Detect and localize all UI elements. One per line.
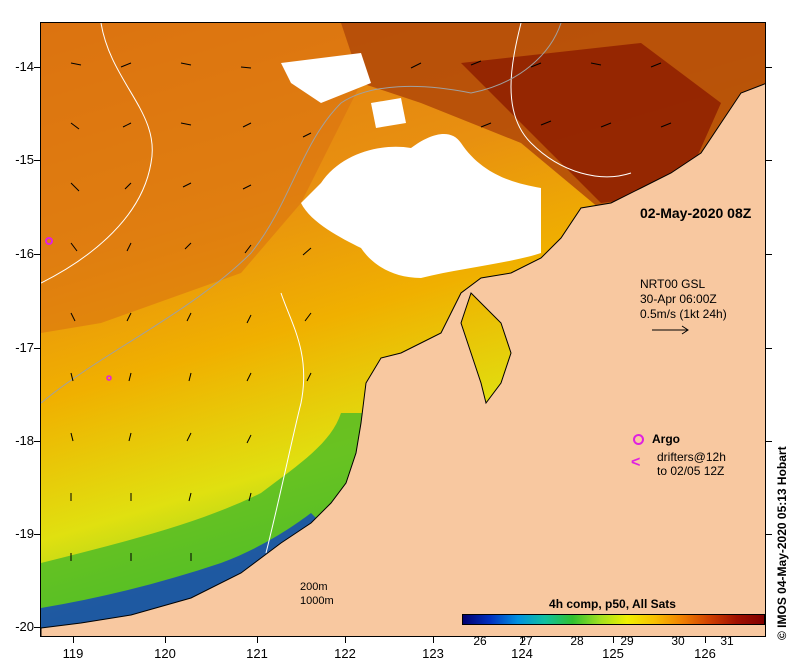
y-tickmark [34, 348, 40, 349]
colorbar-tick-label: 28 [570, 634, 584, 648]
y-tickmark [34, 254, 40, 255]
y-tickmark-right [766, 534, 772, 535]
y-tickmark-right [766, 441, 772, 442]
depth-contour-200m [265, 292, 305, 554]
depth-contour-200m [41, 23, 153, 284]
y-tick-label: -18 [15, 433, 34, 448]
y-tickmark-right [766, 67, 772, 68]
vector-legend-scale: 0.5m/s (1kt 24h) [640, 307, 727, 321]
colorbar-tick-label: 27 [519, 634, 533, 648]
x-tickmark [73, 637, 74, 643]
cloud-mask [301, 133, 541, 278]
coldest-water-region [41, 513, 321, 628]
x-tick-label: 119 [62, 646, 84, 661]
depth-contour-legend: 200m 1000m [300, 580, 334, 608]
vector-legend-model: NRT00 GSL [640, 277, 706, 291]
vector-legend-time: 30-Apr 06:00Z [640, 292, 717, 306]
x-tickmark [433, 637, 434, 643]
vector-scale-arrow-icon [652, 325, 689, 335]
depth-contour-1000m [41, 85, 472, 404]
y-tickmark [34, 67, 40, 68]
x-tick-label: 123 [422, 646, 444, 661]
argo-legend-label: Argo [652, 432, 680, 446]
warmest-water-region [461, 43, 721, 203]
y-tickmark-right [766, 254, 772, 255]
x-tickmark [257, 637, 258, 643]
cloud-mask-small [371, 98, 406, 128]
x-tickmark [165, 637, 166, 643]
y-tick-label: -15 [15, 152, 34, 167]
colorbar-tick-label: 31 [720, 634, 734, 648]
imos-credit: © IMOS 04-May-2020 05:13 Hobart [775, 446, 789, 640]
y-tick-label: -14 [15, 59, 34, 74]
drifter-legend: < drifters@12h to 02/05 12Z [631, 450, 726, 478]
y-tickmark [34, 627, 40, 628]
observation-time-label: 02-May-2020 08Z [640, 205, 752, 221]
y-tickmark-right [766, 348, 772, 349]
x-tick-label: 120 [154, 646, 176, 661]
x-tick-label: 121 [246, 646, 268, 661]
y-tick-label: -16 [15, 246, 34, 261]
x-tickmark [705, 637, 706, 643]
x-tickmark [345, 637, 346, 643]
temperature-colorbar [462, 614, 765, 625]
colorbar-tick-label: 29 [620, 634, 634, 648]
x-tick-label: 125 [602, 646, 624, 661]
x-tickmark [522, 637, 523, 643]
x-tick-label: 126 [694, 646, 716, 661]
x-tickmark [613, 637, 614, 643]
argo-marker-icon [633, 434, 644, 446]
colorbar-tick-label: 26 [473, 634, 487, 648]
land-mass [41, 83, 765, 636]
mid-temperature-band [41, 23, 361, 333]
depth-legend-1000m: 1000m [300, 595, 334, 607]
colorbar-title: 4h comp, p50, All Sats [549, 597, 676, 611]
x-tick-label: 122 [334, 646, 356, 661]
drifter-legend-line2: to 02/05 12Z [657, 464, 725, 478]
x-tick-label: 124 [511, 646, 533, 661]
depth-contour-200m [510, 23, 632, 178]
colorbar-tick-label: 30 [671, 634, 685, 648]
drifter-legend-line1: drifters@12h [657, 450, 726, 464]
argo-legend: Argo [633, 432, 680, 446]
sst-map-frame[interactable] [40, 22, 766, 637]
y-tickmark [34, 534, 40, 535]
depth-legend-200m: 200m [300, 581, 328, 593]
current-vector-legend: NRT00 GSL 30-Apr 06:00Z 0.5m/s (1kt 24h) [640, 277, 727, 336]
cloud-mask-north [281, 53, 371, 103]
y-tick-label: -20 [15, 619, 34, 634]
y-tickmark-right [766, 160, 772, 161]
argo-float-marker[interactable] [45, 237, 53, 245]
argo-float-marker[interactable] [106, 375, 112, 381]
y-tick-label: -17 [15, 340, 34, 355]
drifter-track-icon: < [631, 454, 641, 471]
sst-map[interactable] [41, 23, 766, 637]
cool-water-region [41, 413, 371, 633]
y-tickmark [34, 441, 40, 442]
y-tick-label: -19 [15, 526, 34, 541]
depth-contour-1000m [470, 23, 562, 94]
current-vectors [70, 60, 672, 561]
y-tickmark [34, 160, 40, 161]
